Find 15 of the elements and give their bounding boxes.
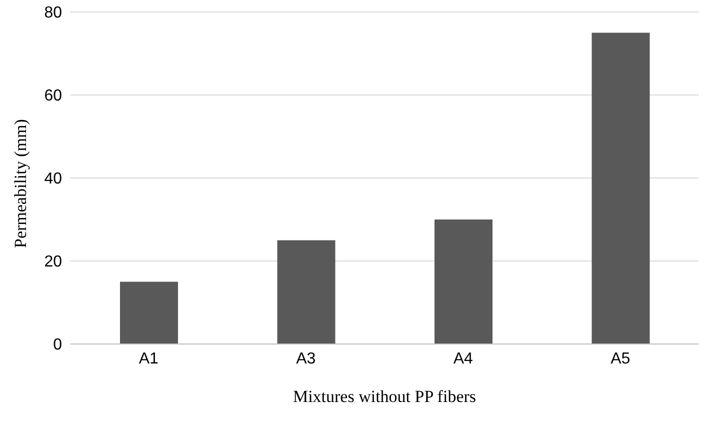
x-tick-label: A1 bbox=[138, 350, 159, 368]
y-tick-label: 80 bbox=[44, 4, 62, 22]
y-axis-title: Permeability (mm) bbox=[11, 119, 30, 248]
bar bbox=[592, 32, 650, 344]
x-tick-label: A5 bbox=[610, 350, 630, 368]
x-tick-label: A4 bbox=[453, 350, 474, 368]
y-tick-label: 20 bbox=[44, 254, 62, 271]
bar bbox=[277, 240, 336, 344]
bar bbox=[120, 282, 178, 344]
y-tick-label: 40 bbox=[44, 170, 62, 188]
x-tick-label: A3 bbox=[296, 350, 316, 368]
y-tick-label: 0 bbox=[53, 336, 62, 354]
x-axis-title: Mixtures without PP fibers bbox=[292, 387, 476, 406]
y-tick-label: 60 bbox=[44, 88, 62, 105]
bar bbox=[434, 220, 492, 344]
